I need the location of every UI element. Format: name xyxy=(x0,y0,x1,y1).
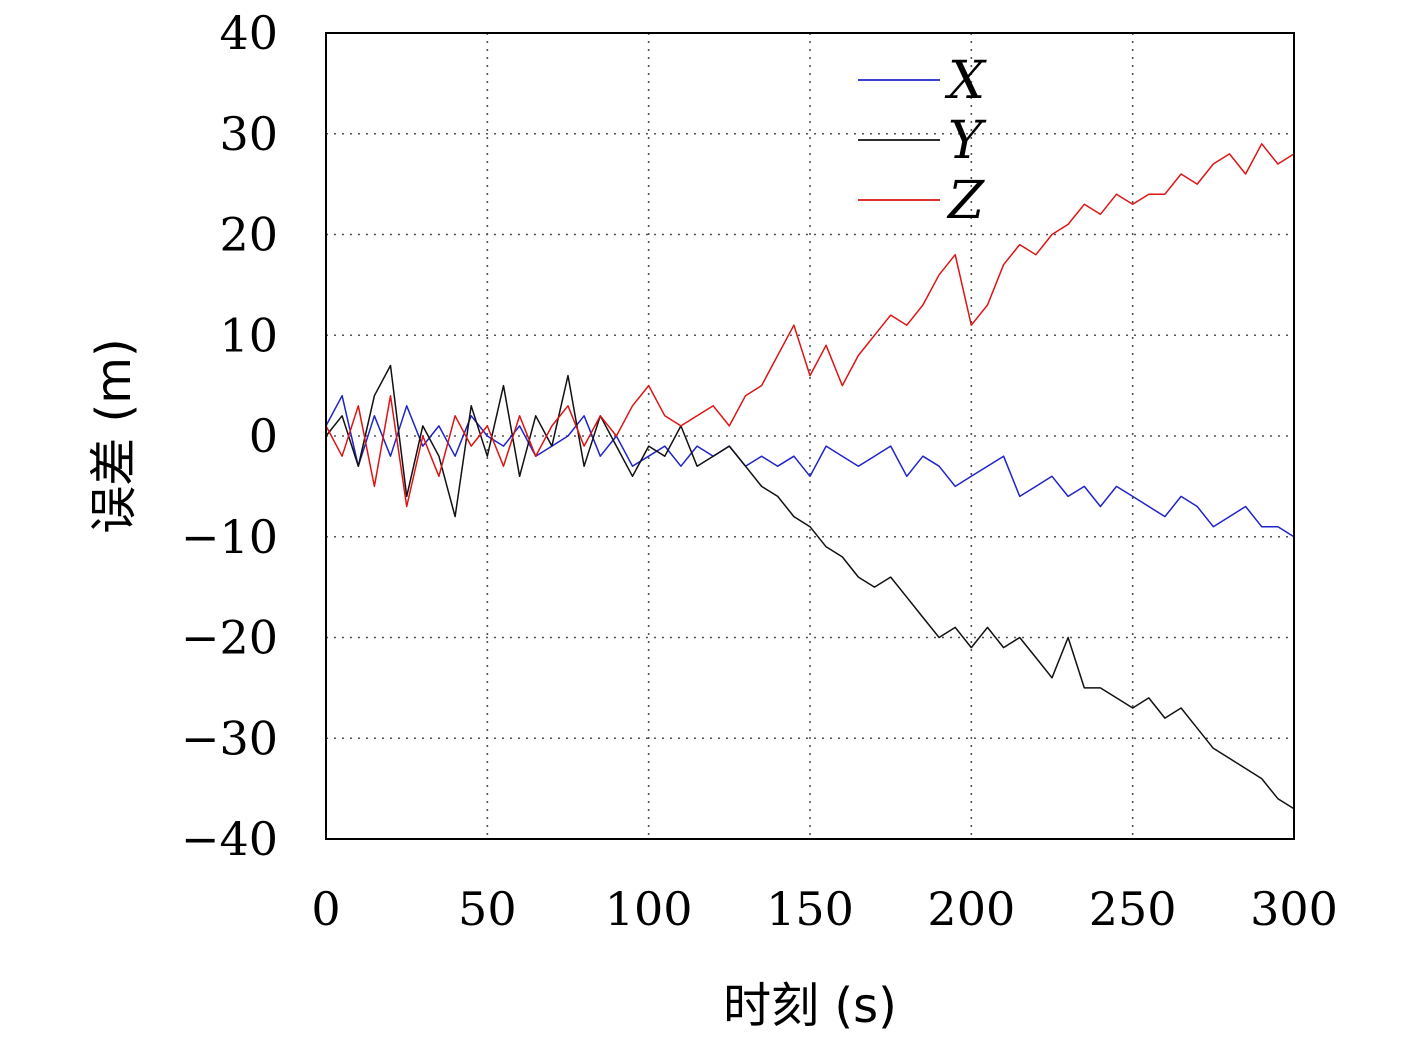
x-tick-label: 300 xyxy=(1250,882,1338,936)
series-line-x xyxy=(325,394,1295,538)
y-axis-title: 误差 (m) xyxy=(86,338,142,533)
grid-lines xyxy=(326,33,1294,839)
legend-label-y: Y xyxy=(948,111,987,171)
legend-label-z: Z xyxy=(946,171,985,231)
series-line-z xyxy=(325,143,1295,508)
series-line-y xyxy=(325,364,1295,810)
x-tick-label: 0 xyxy=(311,882,340,936)
x-axis-title: 时刻 (s) xyxy=(723,978,897,1034)
x-tick-labels: 0 50 100 150 200 250 300 xyxy=(311,882,1338,936)
y-tick-labels: 40 30 20 10 0 −10 −20 −30 −40 xyxy=(181,6,278,866)
y-tick-label: −30 xyxy=(181,711,278,765)
legend: XYZ xyxy=(858,51,987,231)
y-tick-label: 20 xyxy=(219,208,278,262)
x-tick-label: 150 xyxy=(766,882,854,936)
legend-label-x: X xyxy=(944,51,987,111)
y-tick-label: 30 xyxy=(219,107,278,161)
series-lines xyxy=(325,143,1295,810)
y-tick-label: −10 xyxy=(181,510,278,564)
x-tick-label: 50 xyxy=(458,882,517,936)
y-tick-label: −40 xyxy=(181,812,278,866)
x-tick-label: 100 xyxy=(605,882,693,936)
y-tick-label: −20 xyxy=(181,611,278,665)
x-tick-label: 200 xyxy=(927,882,1015,936)
plot-frame xyxy=(325,32,1295,840)
y-tick-label: 10 xyxy=(219,308,278,362)
y-tick-label: 0 xyxy=(249,409,278,463)
x-tick-label: 250 xyxy=(1089,882,1177,936)
y-tick-label: 40 xyxy=(219,6,278,60)
